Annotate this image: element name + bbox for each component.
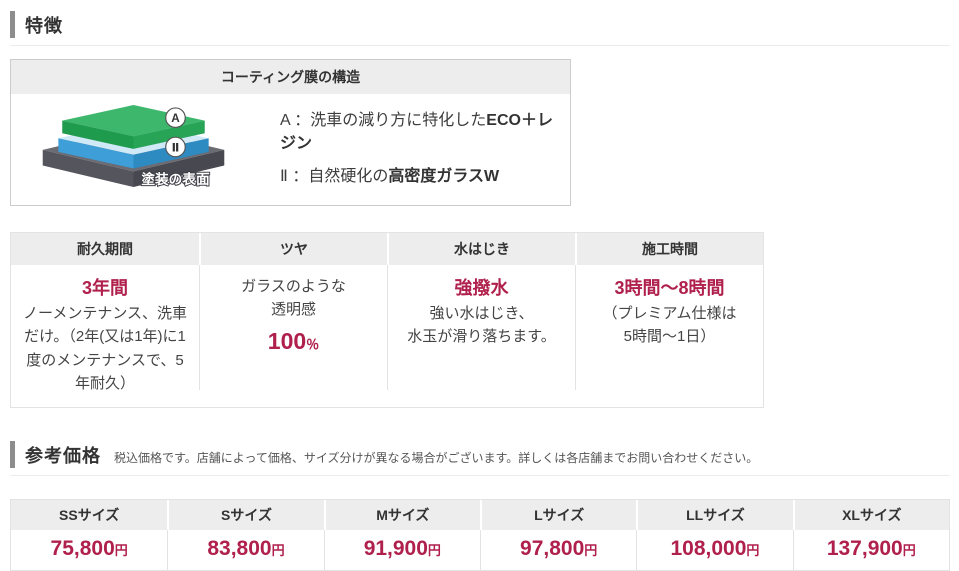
features-section-heading: 特徴 [10, 8, 950, 46]
coating-layers-illustration: A Ⅱ 塗装の表面 [42, 105, 225, 188]
price-note: 税込価格です。店舗によって価格、サイズ分けが異なる場合がございます。詳しくは各店… [114, 450, 759, 465]
price-col-ll: LLサイズ 108,000円 [636, 500, 793, 570]
price-size-s: Sサイズ [167, 500, 324, 530]
price-heading-text: 参考価格 [25, 445, 101, 466]
legend-2-prefix: Ⅱ ： [280, 167, 309, 185]
price-col-s: Sサイズ 83,800円 [167, 500, 324, 570]
currency-label: 円 [584, 543, 598, 558]
price-value-s: 83,800円 [167, 530, 323, 570]
price-amount: 91,900 [363, 537, 428, 560]
heading-accent-bar [10, 11, 15, 38]
currency-label: 円 [746, 543, 760, 558]
gloss-desc: ガラスのような 透明感 [241, 278, 346, 319]
label-a-text: A [171, 112, 180, 125]
price-size-xl: XLサイズ [792, 500, 949, 530]
price-col-xl: XLサイズ 137,900円 [792, 500, 949, 570]
features-heading-text: 特徴 [25, 15, 63, 36]
price-table: SSサイズ 75,800円 Sサイズ 83,800円 Mサイズ 91,900円 … [10, 499, 950, 571]
price-value-l: 97,800円 [479, 530, 636, 570]
coating-structure-body: A Ⅱ 塗装の表面 A ：洗車の減り方に特化したECO＋レジン Ⅱ ：自然硬化の… [11, 94, 570, 205]
price-size-m: Mサイズ [323, 500, 480, 530]
price-col-l: Lサイズ 97,800円 [479, 500, 637, 570]
price-amount: 137,900 [826, 537, 903, 560]
price-col-ss: SSサイズ 75,800円 [11, 500, 168, 570]
base-right-face [133, 149, 225, 187]
price-col-m: Mサイズ 91,900円 [323, 500, 480, 570]
work-time-value: 3時間〜8時間 [614, 278, 725, 298]
durability-value: 3年間 [81, 278, 128, 298]
feature-header-durability: 耐久期間 [11, 233, 199, 265]
legend-line-2: Ⅱ ：自然硬化の高密度ガラスW [280, 165, 562, 188]
price-value-ll: 108,000円 [636, 530, 792, 570]
legend-line-a: A ：洗車の減り方に特化したECO＋レジン [280, 109, 562, 155]
gloss-value: 100％ [208, 324, 379, 360]
water-repellency-desc: 強い水はじき、 水玉が滑り落ちます。 [407, 305, 556, 346]
price-value-xl: 137,900円 [792, 530, 949, 570]
green-layer-right-face [133, 120, 205, 149]
price-size-l: Lサイズ [479, 500, 637, 530]
gloss-value-unit: ％ [306, 336, 320, 352]
feature-body-durability: 3年間 ノーメンテナンス、洗車だけ。（2年(又は1年)に1度のメンテナンスで、5… [11, 265, 199, 407]
label-a-circle [165, 107, 186, 129]
features-table: 耐久期間 3年間 ノーメンテナンス、洗車だけ。（2年(又は1年)に1度のメンテナ… [10, 232, 764, 408]
price-section-heading: 参考価格 税込価格です。店舗によって価格、サイズ分けが異なる場合がございます。詳… [10, 438, 950, 476]
feature-col-water-repellency: 水はじき 強撥水 強い水はじき、 水玉が滑り落ちます。 [387, 233, 575, 407]
legend-a-bold: ECO＋レジン [280, 112, 553, 153]
price-amount: 108,000 [670, 537, 747, 560]
legend-a-prefix: A ： [280, 112, 311, 130]
legend-2-bold: 高密度ガラスW [388, 167, 500, 185]
coating-structure-title: コーティング膜の構造 [11, 60, 570, 94]
water-repellency-value: 強撥水 [454, 278, 509, 298]
feature-col-work-time: 施工時間 3時間〜8時間 （プレミアム仕様は 5時間〜1日） [575, 233, 763, 407]
coating-legend: A ：洗車の減り方に特化したECO＋レジン Ⅱ ：自然硬化の高密度ガラスW [280, 100, 562, 197]
price-size-ll: LLサイズ [636, 500, 793, 530]
feature-header-water-repellency: 水はじき [387, 233, 575, 265]
feature-col-gloss: ツヤ ガラスのような 透明感 100％ [199, 233, 387, 407]
legend-2-normal: 自然硬化の [308, 167, 389, 185]
label-2-text: Ⅱ [172, 141, 180, 154]
currency-label: 円 [271, 543, 285, 558]
durability-desc: ノーメンテナンス、洗車だけ。（2年(又は1年)に1度のメンテナンスで、5年耐久） [22, 305, 188, 392]
base-left-face [42, 149, 134, 187]
price-amount: 83,800 [207, 537, 272, 560]
label-2-circle [165, 136, 186, 158]
price-value-m: 91,900円 [323, 530, 480, 570]
green-layer-left-face [62, 120, 134, 149]
feature-header-work-time: 施工時間 [575, 233, 763, 265]
feature-body-water-repellency: 強撥水 強い水はじき、 水玉が滑り落ちます。 [387, 265, 575, 390]
currency-label: 円 [114, 543, 128, 558]
feature-header-gloss: ツヤ [199, 233, 387, 265]
currency-label: 円 [902, 543, 916, 558]
price-value-ss: 75,800円 [11, 530, 167, 570]
base-surface-label: 塗装の表面 [141, 171, 210, 187]
currency-label: 円 [427, 543, 441, 558]
feature-body-gloss: ガラスのような 透明感 100％ [199, 265, 387, 390]
blue-layer-left-face [58, 138, 134, 169]
gloss-value-number: 100 [267, 327, 307, 354]
price-size-ss: SSサイズ [11, 500, 168, 530]
legend-a-normal: 洗車の減り方に特化した [310, 112, 487, 130]
work-time-desc: （プレミアム仕様は 5時間〜1日） [602, 305, 737, 346]
coating-structure-box: コーティング膜の構造 A [10, 59, 571, 206]
feature-col-durability: 耐久期間 3年間 ノーメンテナンス、洗車だけ。（2年(又は1年)に1度のメンテナ… [11, 233, 199, 407]
price-amount: 75,800 [50, 537, 115, 560]
feature-body-work-time: 3時間〜8時間 （プレミアム仕様は 5時間〜1日） [575, 265, 763, 390]
heading-accent-bar [10, 441, 15, 468]
coating-layers-diagram: A Ⅱ 塗装の表面 [31, 100, 236, 197]
price-amount: 97,800 [520, 537, 585, 560]
